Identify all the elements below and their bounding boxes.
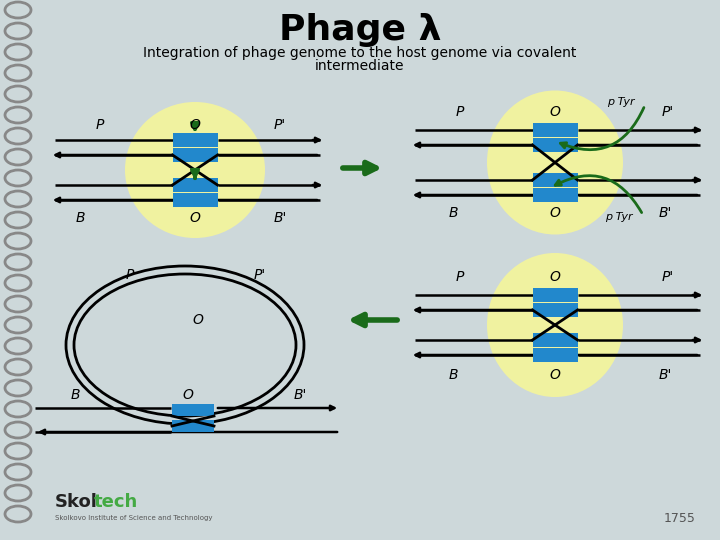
Text: P': P' bbox=[662, 105, 674, 119]
Text: B: B bbox=[76, 211, 85, 225]
Text: p Tyr: p Tyr bbox=[605, 212, 633, 222]
Bar bbox=[533, 288, 577, 302]
Text: B: B bbox=[71, 388, 80, 402]
Bar bbox=[533, 123, 577, 137]
Text: O: O bbox=[189, 211, 200, 225]
Bar bbox=[172, 404, 214, 416]
Text: Phage λ: Phage λ bbox=[279, 13, 441, 47]
Ellipse shape bbox=[487, 253, 623, 397]
Text: P': P' bbox=[274, 118, 286, 132]
Text: O: O bbox=[183, 388, 194, 402]
Text: O: O bbox=[192, 313, 204, 327]
Text: P: P bbox=[456, 270, 464, 284]
Text: 1755: 1755 bbox=[664, 511, 696, 524]
Text: P: P bbox=[126, 268, 134, 282]
Ellipse shape bbox=[125, 102, 265, 238]
Text: B': B' bbox=[658, 206, 672, 220]
Text: P: P bbox=[96, 118, 104, 132]
Text: tech: tech bbox=[94, 493, 138, 511]
Text: O: O bbox=[189, 118, 200, 132]
Bar bbox=[533, 173, 577, 187]
Text: Integration of phage genome to the host genome via covalent: Integration of phage genome to the host … bbox=[143, 46, 577, 60]
Bar bbox=[533, 333, 577, 347]
Bar bbox=[533, 188, 577, 202]
Text: Skolkovo Institute of Science and Technology: Skolkovo Institute of Science and Techno… bbox=[55, 515, 212, 521]
Text: P: P bbox=[456, 105, 464, 119]
Text: O: O bbox=[549, 270, 560, 284]
Text: O: O bbox=[549, 368, 560, 382]
Text: B': B' bbox=[293, 388, 307, 402]
Text: B': B' bbox=[274, 211, 287, 225]
Bar bbox=[173, 133, 217, 147]
Text: intermediate: intermediate bbox=[315, 59, 405, 73]
Ellipse shape bbox=[487, 91, 623, 234]
Bar bbox=[173, 148, 217, 162]
Text: p Tyr: p Tyr bbox=[607, 97, 634, 107]
Text: O: O bbox=[549, 105, 560, 119]
Bar bbox=[172, 420, 214, 432]
Bar bbox=[173, 178, 217, 192]
Text: O: O bbox=[549, 206, 560, 220]
Bar bbox=[533, 138, 577, 152]
Text: B: B bbox=[449, 206, 458, 220]
Text: P': P' bbox=[662, 270, 674, 284]
Text: B: B bbox=[449, 368, 458, 382]
Text: B': B' bbox=[658, 368, 672, 382]
Bar bbox=[533, 348, 577, 362]
Text: Skol: Skol bbox=[55, 493, 98, 511]
Bar bbox=[173, 193, 217, 207]
Text: P': P' bbox=[254, 268, 266, 282]
Bar bbox=[533, 303, 577, 317]
